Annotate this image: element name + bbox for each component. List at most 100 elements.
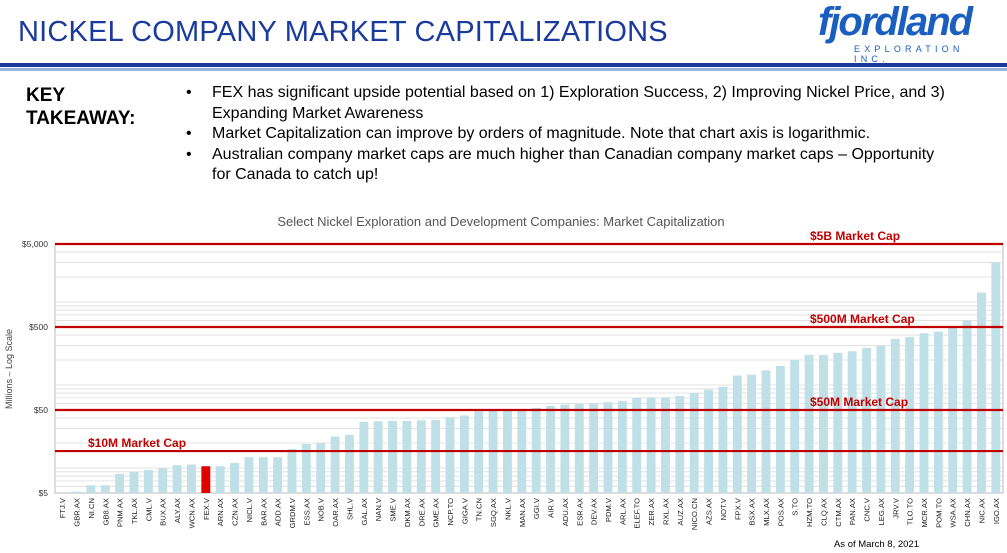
bar-azs-ax [704, 389, 713, 493]
x-tick-label: NICO.CN [690, 498, 699, 530]
bar-hzm-to [804, 354, 814, 493]
x-tick-label: TKL.AX [130, 498, 139, 524]
x-tick-label: GAL.AX [360, 498, 369, 525]
bar-jrv-v [890, 338, 900, 493]
x-tick-label: BUX.AX [159, 498, 168, 526]
x-tick-label: GRDM.V [288, 497, 297, 528]
x-tick-label: NCP.TO [446, 498, 455, 526]
company-logo: fjordland EXPLORATION INC. [818, 0, 998, 64]
x-tick-label: NAN.V [374, 497, 383, 521]
y-tick-label: $50 [34, 405, 48, 415]
bar-auz-ax [675, 395, 685, 493]
bullet-item: Market Capitalization can improve by ord… [186, 124, 946, 145]
bar-grdm-v [287, 448, 297, 493]
x-tick-label: MLX.AX [762, 498, 771, 526]
page-title: NICKEL COMPANY MARKET CAPITALIZATIONS [18, 16, 668, 48]
bar-elef-to [632, 397, 642, 493]
x-tick-label: WSA.AX [949, 498, 958, 528]
chart-title: Select Nickel Exploration and Developmen… [277, 214, 724, 229]
x-tick-label: IGO.AX [992, 498, 1001, 524]
key-takeaway-label: KEY TAKEAWAY: [26, 84, 146, 130]
x-tick-label: WCN.AX [187, 498, 196, 528]
x-tick-label: ADU.AX [561, 498, 570, 526]
reference-line-label: $10M Market Cap [88, 436, 186, 450]
bar-dre-ax [416, 420, 426, 493]
y-tick-label: $5,000 [22, 239, 48, 249]
plot-area [54, 243, 1004, 494]
bar-nic-ax [977, 292, 986, 493]
bar-oar-ax [330, 436, 340, 493]
header-divider [0, 63, 1007, 67]
x-tick-label: HZM.TO [805, 498, 814, 527]
x-tick-label: FPX.V [733, 497, 742, 520]
reference-line-label: $5B Market Cap [810, 229, 900, 243]
x-tick-label: ZER.AX [647, 498, 656, 525]
x-tick-label: CNC.V [863, 497, 872, 522]
y-axis: $5 $50 $500 $5,000 [22, 239, 48, 498]
x-tick-label: TLO.TO [906, 498, 915, 525]
bar-gb8-ax [100, 485, 110, 493]
x-tick-label: GBR.AX [73, 498, 82, 527]
header-divider-light [0, 68, 1007, 71]
x-tick-label: RXL.AX [661, 498, 670, 525]
x-tick-label: ADD.AX [274, 498, 283, 526]
x-tick-label: ARN.AX [216, 498, 225, 526]
bar-nicl-v [244, 457, 254, 493]
bar-tn-cn [474, 411, 484, 493]
bar-wcn-ax [187, 464, 196, 493]
x-tick-label: BSX.AX [748, 498, 757, 525]
x-tick-label: ARL.AX [618, 498, 627, 525]
x-tick-label: S.TO [791, 498, 800, 516]
bar-s-to [790, 360, 800, 493]
bar-tlo-to [905, 336, 915, 493]
x-tick-label: SME.V [389, 497, 398, 522]
x-tick-label: GB8.AX [101, 498, 110, 525]
x-tick-label: CZN.AX [231, 498, 240, 526]
logo-subtitle: EXPLORATION INC. [854, 44, 964, 64]
x-tick-label: BAR.AX [259, 498, 268, 526]
x-tick-label: NOT.V [719, 497, 728, 520]
bar-aly-ax [172, 465, 182, 493]
logo-wordmark: fjordland [818, 0, 973, 44]
bar-bsx-ax [747, 374, 757, 493]
bar-chn-ax [962, 320, 972, 493]
bar-giga-v [459, 415, 469, 493]
x-tick-label: NKL.V [503, 497, 512, 520]
key-takeaway-text: KEY TAKEAWAY: [26, 85, 136, 129]
bar-gme-ax [431, 419, 441, 493]
x-tick-label: TN.CN [475, 498, 484, 521]
x-tick-label: SGQ.AX [489, 498, 498, 527]
bar-sme-v [388, 420, 397, 493]
x-tick-label: AUZ.AX [676, 498, 685, 525]
x-tick-label: JRV.V [891, 497, 900, 519]
y-tick-label: $5 [39, 488, 49, 498]
bar-pnm-ax [115, 473, 125, 493]
bar-fpx-v [732, 375, 742, 493]
bullet-item: Australian company market caps are much … [186, 145, 946, 186]
x-tick-label: DKM.AX [403, 498, 412, 527]
x-tick-label: AIR.V [547, 497, 556, 518]
x-tick-label: POS.AX [776, 498, 785, 526]
bar-ess-ax [301, 443, 311, 493]
bar-zer-ax [646, 397, 656, 493]
y-axis-title: Millions – Log Scale [4, 329, 14, 409]
reference-line-label: $500M Market Cap [810, 312, 915, 326]
bar-dkm-ax [402, 420, 412, 493]
bar-ctm-ax [833, 352, 843, 493]
x-tick-label: FTJ.V [58, 497, 67, 518]
bar-not-v [718, 386, 728, 493]
bar-mcr-ax [919, 333, 929, 493]
bar-cml-v [143, 469, 153, 493]
x-tick-label: NICL.V [245, 497, 254, 522]
bar-cnc-v [862, 347, 871, 493]
x-tick-label: GME.AX [432, 498, 441, 528]
bar-ni-cn [86, 485, 96, 493]
x-tick-label: AZS.AX [705, 498, 714, 525]
x-tick-label: ALY.AX [173, 498, 182, 523]
bar-add-ax [273, 457, 283, 493]
x-tick-label: DRE.AX [417, 498, 426, 526]
bar-arn-ax [215, 466, 225, 493]
x-tick-label: ESS.AX [302, 498, 311, 525]
bar-nob-v [316, 443, 326, 493]
x-tick-label: PNM.AX [116, 498, 125, 527]
